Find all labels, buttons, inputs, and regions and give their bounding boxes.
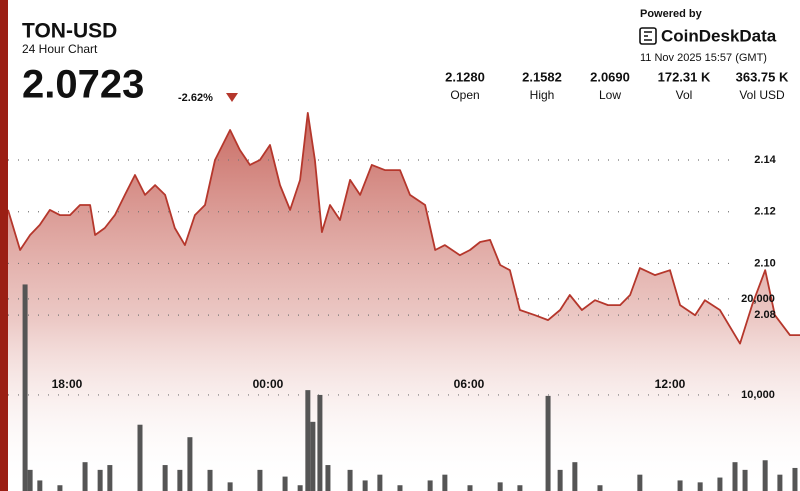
price-area [8, 112, 800, 491]
powered-by: Powered by [640, 8, 703, 20]
x-tick-label: 18:00 [52, 377, 83, 391]
volume-bar [107, 465, 113, 491]
volume-bar [27, 469, 33, 491]
y-tick-label: 2.10 [754, 257, 775, 269]
volume-bar [597, 485, 603, 491]
volume-bar [162, 465, 168, 491]
volume-bar [545, 395, 551, 491]
stats: 2.1280 Open 2.1582 High 2.0690 Low 172.31 K Vol… [445, 69, 789, 102]
volume-bar [305, 390, 311, 491]
y-tick-label: 2.14 [754, 154, 776, 166]
brand-icon [639, 27, 657, 45]
stat-value: 2.1582 [522, 69, 562, 84]
volume-bar [732, 462, 738, 491]
volume-bar [57, 485, 63, 491]
volume-bar [82, 462, 88, 491]
x-tick-label: 00:00 [253, 377, 284, 391]
stat-value: 363.75 K [736, 69, 789, 84]
volume-bar [297, 485, 303, 491]
volume-bar [517, 485, 523, 491]
volume-bar [362, 480, 368, 491]
volume-bar [22, 284, 28, 491]
volume-bar [187, 437, 193, 491]
stat-value: 2.1280 [445, 69, 485, 84]
volume-bar [207, 469, 213, 491]
price-line [7, 112, 800, 345]
volume-bar [497, 482, 503, 491]
plot: 2.08 2.10 2.12 2.14 10,000 20,000 18:00 00:00 06… [7, 112, 800, 491]
volume-bar [557, 469, 563, 491]
price-change: -2.62% [178, 92, 213, 104]
stat-label: Open [450, 88, 479, 102]
down-arrow [226, 93, 238, 102]
brand: CoinDeskData [661, 26, 777, 45]
last-price: 2.0723 [22, 63, 144, 107]
volume-bar [347, 469, 353, 491]
volume-bar [697, 482, 703, 491]
volume-bar [792, 467, 798, 491]
volume-bar [227, 482, 233, 491]
volume-bar [637, 474, 643, 491]
volume-bar [467, 485, 473, 491]
volume-bar [717, 477, 723, 491]
volume-bar [572, 462, 578, 491]
volume-bar [137, 424, 143, 491]
volume-bar [397, 485, 403, 491]
chart-subtitle: 24 Hour Chart [22, 42, 98, 56]
volume-bar [762, 460, 768, 491]
stat-label: High [530, 88, 555, 102]
volume-bar [442, 474, 448, 491]
volume-bar [37, 480, 43, 491]
volume-bar [317, 394, 323, 491]
y2-tick-label: 10,000 [741, 389, 775, 401]
volume-bar [777, 474, 783, 491]
volume-bar [282, 476, 288, 491]
y-tick-label: 2.12 [754, 206, 775, 218]
timestamp: 11 Nov 2025 15:57 (GMT) [640, 52, 767, 64]
volume-bar [742, 469, 748, 491]
stat-value: 2.0690 [590, 69, 630, 84]
x-tick-label: 12:00 [655, 377, 686, 391]
stat-label: Vol [676, 88, 693, 102]
x-tick-label: 06:00 [454, 377, 485, 391]
volume-bar [310, 421, 316, 491]
y-tick-label: 2.08 [754, 309, 775, 321]
stat-label: Low [599, 88, 621, 102]
volume-bar [97, 469, 103, 491]
stat-label: Vol USD [739, 88, 785, 102]
volume-bar [325, 465, 331, 491]
volume-bar [177, 469, 183, 491]
volume-bar [677, 480, 683, 491]
chart-title: TON-USD [22, 20, 117, 43]
y2-tick-label: 20,000 [741, 293, 775, 305]
accent-bar [0, 0, 8, 491]
volume-bar [257, 469, 263, 491]
volume-bar [427, 480, 433, 491]
volume-bar [377, 474, 383, 491]
stat-value: 172.31 K [658, 69, 711, 84]
